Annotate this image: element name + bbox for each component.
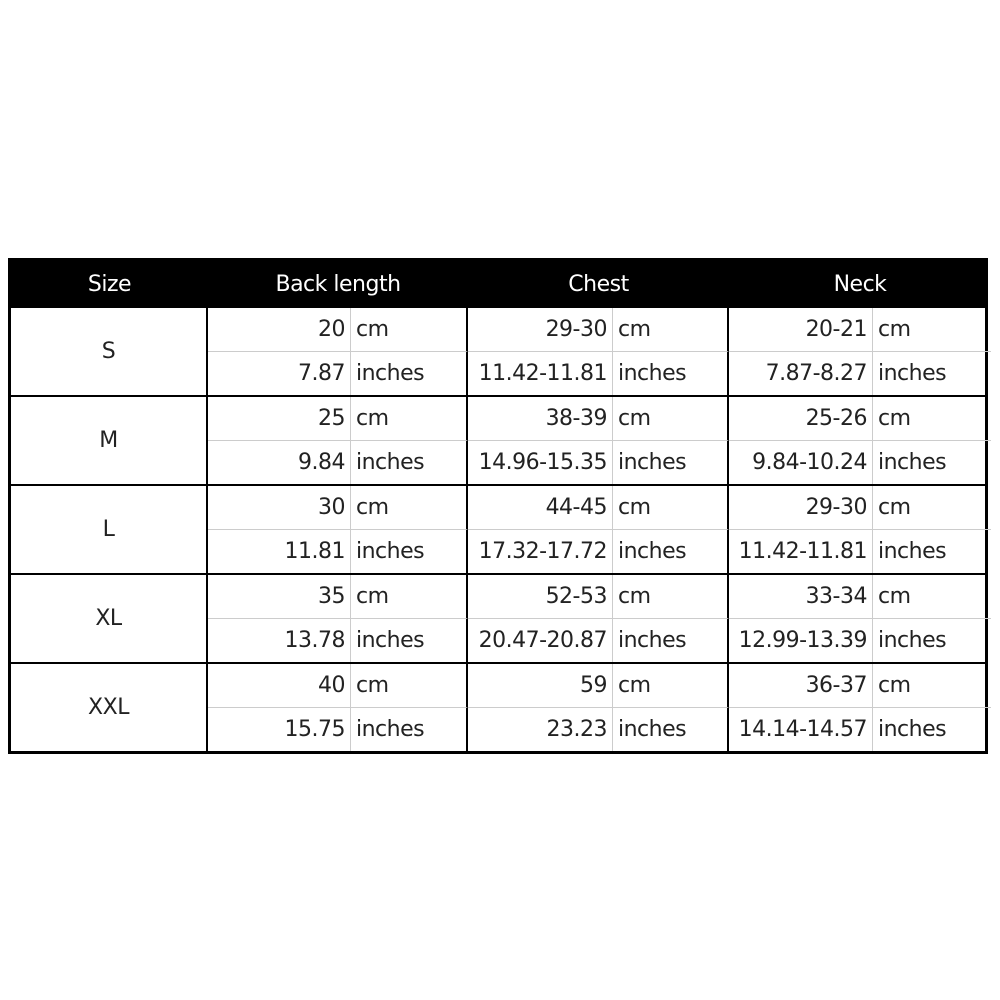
back-length-value: 30 [208,486,351,530]
neck-value: 33-34 [729,575,873,619]
unit-label: inches [351,619,468,662]
back-length-value: 35 [208,575,351,619]
unit-label: cm [351,575,468,619]
chest-value: 14.96-15.35 [468,441,613,484]
neck-value: 7.87-8.27 [729,352,873,395]
neck-value: 14.14-14.57 [729,708,873,751]
chest-value: 11.42-11.81 [468,352,613,395]
size-row-group: L 30 cm 44-45 cm 29-30 cm 11.81 inches 17.32-17.7… [11,484,991,573]
chest-value: 59 [468,664,613,708]
size-chart-table: Size Back length Chest Neck S 20 cm 29-30 cm… [8,258,991,754]
unit-label: cm [613,308,729,352]
unit-label: inches [613,619,729,662]
unit-label: cm [351,397,468,441]
unit-label: cm [873,575,991,619]
size-label: XL [11,575,208,662]
unit-label: cm [873,308,991,352]
unit-label: inches [878,628,947,653]
size-row-group: M 25 cm 38-39 cm 25-26 cm 9.84 inches 14.96-15.35… [11,395,991,484]
unit-label: cm [351,308,468,352]
neck-value: 36-37 [729,664,873,708]
table-body: S 20 cm 29-30 cm 20-21 cm 7.87 inches 11.42-11.81… [11,308,991,751]
back-length-value: 15.75 [208,708,351,751]
unit-label: inches [878,361,947,386]
chest-value: 52-53 [468,575,613,619]
unit-label: inches [351,441,468,484]
unit-label: inches [351,352,468,395]
back-length-value: 11.81 [208,530,351,573]
size-row-group: S 20 cm 29-30 cm 20-21 cm 7.87 inches 11.42-11.81… [11,308,991,395]
back-length-value: 13.78 [208,619,351,662]
header-back-length: Back length [275,272,401,297]
table-header: Size Back length Chest Neck [11,261,985,308]
neck-value: 29-30 [729,486,873,530]
neck-value: 9.84-10.24 [729,441,873,484]
back-length-value: 9.84 [208,441,351,484]
unit-label: cm [613,486,729,530]
unit-label: inches [878,539,947,564]
unit-label: inches [613,530,729,573]
header-chest: Chest [568,272,629,297]
unit-label: inches [878,450,947,475]
unit-label: cm [613,575,729,619]
unit-label: cm [873,664,991,708]
unit-label: cm [613,397,729,441]
unit-label: inches [613,352,729,395]
unit-label: inches [351,708,468,751]
header-size: Size [87,272,132,297]
neck-value: 20-21 [729,308,873,352]
chest-value: 29-30 [468,308,613,352]
unit-label: cm [351,664,468,708]
back-length-value: 40 [208,664,351,708]
unit-label: cm [873,397,991,441]
chest-value: 44-45 [468,486,613,530]
back-length-value: 20 [208,308,351,352]
chest-value: 20.47-20.87 [468,619,613,662]
header-neck: Neck [833,272,887,297]
unit-label: cm [351,486,468,530]
unit-label: cm [613,664,729,708]
back-length-value: 7.87 [208,352,351,395]
chest-value: 38-39 [468,397,613,441]
size-label: L [11,486,208,573]
size-label: S [11,308,208,395]
neck-value: 12.99-13.39 [729,619,873,662]
size-label: XXL [11,664,208,751]
unit-label: inches [878,717,947,742]
unit-label: inches [351,530,468,573]
back-length-value: 25 [208,397,351,441]
chest-value: 23.23 [468,708,613,751]
size-row-group: XXL 40 cm 59 cm 36-37 cm 15.75 inches 23.23 inches… [11,662,991,751]
chest-value: 17.32-17.72 [468,530,613,573]
size-row-group: XL 35 cm 52-53 cm 33-34 cm 13.78 inches 20.47-20.… [11,573,991,662]
unit-label: cm [873,486,991,530]
neck-value: 25-26 [729,397,873,441]
unit-label: inches [613,708,729,751]
neck-value: 11.42-11.81 [729,530,873,573]
size-label: M [11,397,208,484]
unit-label: inches [613,441,729,484]
